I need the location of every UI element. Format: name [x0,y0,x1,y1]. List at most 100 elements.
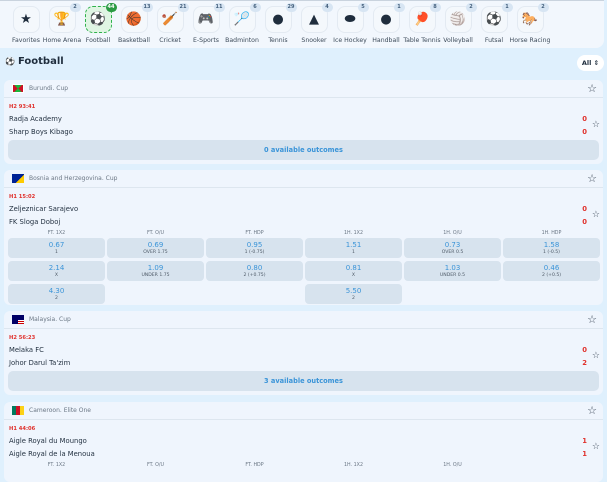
favorite-league-star-icon[interactable]: ☆ [587,82,597,95]
odds-button[interactable]: 1.09 UNDER 1.75 [107,261,204,281]
count-badge: 1 [393,3,405,12]
sport-tab-football[interactable]: ⚽ 44 Football [80,3,117,44]
sport-tab-volleyball[interactable]: 🏐 2 Volleyball [440,3,477,44]
odds-selection: 2 (+0.75) [243,273,266,278]
home-team[interactable]: Radja Academy [9,115,62,123]
odds-button[interactable]: 0.69 OVER 1.75 [107,238,204,258]
count-badge: 5 [357,3,369,12]
odds-button[interactable]: 1.03 UNDER 0.5 [404,261,501,281]
tennis-ball-icon: ● [272,12,284,27]
match-card: Cameroon. Elite One ☆ H1 44:06 Aigle Roya… [4,402,603,482]
sport-tab-horse-racing[interactable]: 🐎 2 Horse Racing [510,3,550,44]
league-header[interactable]: Cameroon. Elite One ☆ [4,402,603,420]
sport-tab-table-tennis[interactable]: 🏓 8 Table Tennis [403,3,441,44]
odds-selection: 2 (+0.5) [541,273,562,278]
outcomes-button[interactable]: 3 available outcomes [8,371,599,391]
sport-label: Handball [372,37,400,44]
market-header: 1H. O/U [443,231,462,236]
favorite-match-star-icon[interactable]: ☆ [591,120,600,130]
sport-label: Horse Racing [509,37,551,44]
outcomes-button[interactable]: 0 available outcomes [8,140,599,160]
odds-value: 0.46 [543,264,560,272]
favorite-match-star-icon[interactable]: ☆ [591,442,600,452]
odds-button[interactable]: 0.95 1 (-0.75) [206,238,303,258]
odds-value: 2.14 [48,264,65,272]
sport-tab-futsal[interactable]: ⚽ 1 Futsal [476,3,513,44]
away-team[interactable]: Johor Darul Ta'zim [9,359,71,367]
star-icon: ★ [20,12,32,27]
sport-tile: 🏆 2 [48,3,81,33]
sport-tile: 🐎 2 [516,3,549,33]
odds-selection: 2 [352,296,355,301]
match-card: Burundi. Cup ☆ H2 93:41 Radja Academy Sha… [4,80,603,164]
market-header: 1H. 1X2 [343,231,363,236]
favorite-league-star-icon[interactable]: ☆ [587,404,597,417]
away-score: 0 [582,128,587,136]
count-badge: 29 [285,3,297,12]
sport-tab-favorites[interactable]: ★ Favorites [8,6,44,44]
odds-selection: UNDER 0.5 [439,273,466,278]
sport-tab-cricket[interactable]: 🏏 21 Cricket [152,3,189,44]
odds-button[interactable]: 4.30 2 [8,284,105,304]
match-card: Bosnia and Herzegovina. Cup ☆ H1 15:02 Ze… [4,170,603,305]
favorite-league-star-icon[interactable]: ☆ [587,313,597,326]
odds-button[interactable]: 2.14 X [8,261,105,281]
sport-tab-ice-hockey[interactable]: ⬬ 5 Ice Hockey [332,3,369,44]
count-badge: 6 [249,3,261,12]
odds-button[interactable]: 0.80 2 (+0.75) [206,261,303,281]
snooker-icon: ▲ [309,12,319,27]
sport-label: Basketball [117,37,150,44]
odds-button[interactable]: 0.46 2 (+0.5) [503,261,600,281]
home-score: 0 [582,346,587,354]
sport-tile: 🏀 13 [120,3,153,33]
league-name: Burundi. Cup [29,85,69,92]
league-name: Bosnia and Herzegovina. Cup [29,175,118,182]
soccer-ball-icon: ⚽ [89,12,107,27]
league-name: Cameroon. Elite One [29,407,91,414]
sport-tab-badminton[interactable]: 🏸 6 Badminton [224,3,261,44]
count-badge: 8 [429,3,441,12]
odds-selection: OVER 0.5 [441,250,464,255]
odds-button[interactable]: 1.51 1 [305,238,402,258]
odds-button[interactable]: 5.50 2 [305,284,402,304]
cricket-icon: 🏏 [161,12,179,27]
sport-label: Cricket [159,37,181,44]
odds-selection: 1 [352,250,355,255]
home-team[interactable]: Aigle Royal du Moungo [9,437,87,445]
favorite-league-star-icon[interactable]: ☆ [587,172,597,185]
sport-tab-snooker[interactable]: ▲ 4 Snooker [296,3,333,44]
home-team[interactable]: Zeljeznicar Sarajevo [9,205,79,213]
odds-button[interactable]: 1.58 1 (-0.5) [503,238,600,258]
sport-tab-e-sports[interactable]: 🎮 11 E-Sports [188,3,225,44]
odds-value: 5.50 [345,287,362,295]
sport-tab-home-arena[interactable]: 🏆 2 Home Arena [43,3,81,44]
sport-label: E-Sports [193,37,219,44]
away-team[interactable]: Sharp Boys Kibago [9,128,73,136]
sport-tile: ▲ 4 [300,3,333,33]
sport-label: Volleyball [443,37,473,44]
away-team[interactable]: Aigle Royal de la Menoua [9,450,95,458]
league-header[interactable]: Malaysia. Cup ☆ [4,311,603,329]
home-score: 0 [582,205,587,213]
home-score: 1 [582,437,587,445]
league-header[interactable]: Bosnia and Herzegovina. Cup ☆ [4,170,603,188]
filter-select[interactable]: All ⇕ [577,55,604,71]
sport-tab-handball[interactable]: ● 1 Handball [368,3,405,44]
away-team[interactable]: FK Sloga Doboj [9,218,61,226]
odds-button[interactable]: 0.67 1 [8,238,105,258]
home-team[interactable]: Melaka FC [9,346,44,354]
favorite-match-star-icon[interactable]: ☆ [591,210,600,220]
count-badge: 21 [177,3,189,12]
soccer-ball-icon: ⚽ [5,57,15,66]
league-header[interactable]: Burundi. Cup ☆ [4,80,603,98]
favorite-match-star-icon[interactable]: ☆ [591,351,600,361]
sport-tile: ★ [12,6,40,33]
odds-button[interactable]: 0.81 X [305,261,402,281]
odds-button[interactable]: 0.73 OVER 0.5 [404,238,501,258]
odds-value: 0.69 [147,241,164,249]
sport-tile: 🏐 2 [444,3,477,33]
away-score: 0 [582,218,587,226]
sport-tab-basketball[interactable]: 🏀 13 Basketball [116,3,153,44]
sport-tab-tennis[interactable]: ● 29 Tennis [260,3,297,44]
country-flag-icon [12,174,24,183]
